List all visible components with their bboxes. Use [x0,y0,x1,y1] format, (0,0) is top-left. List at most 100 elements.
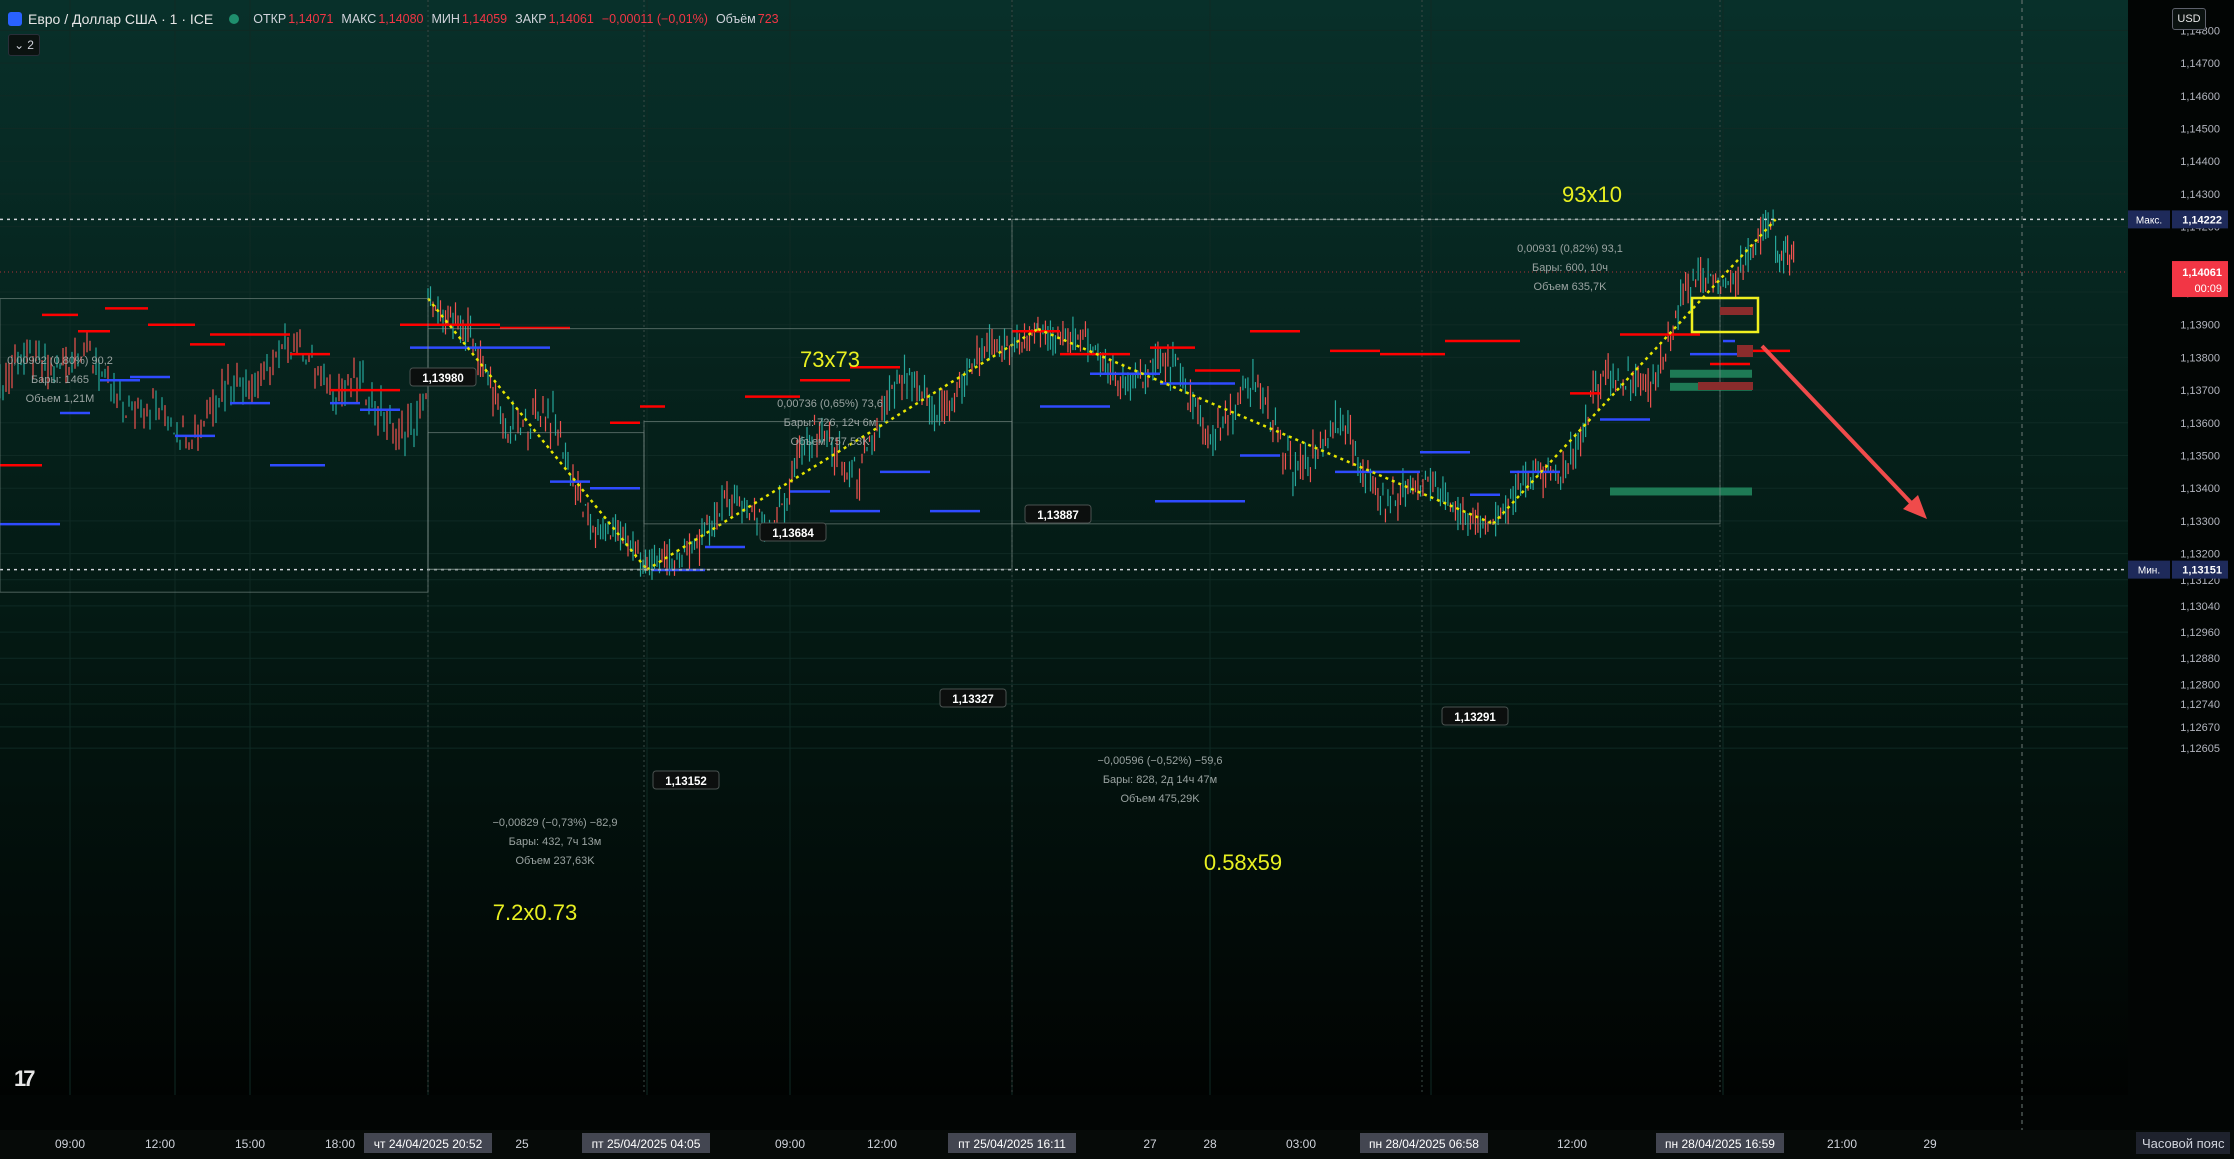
symbol-header: Евро / Доллар США · 1 · ICE ОТКР 1,14071… [8,6,787,32]
measurement-change: 0,00931 (0,82%) 93,1 [1517,243,1623,255]
price-tick-label: 1,14400 [2180,156,2220,168]
measurement-box [427,432,645,570]
price-tick-label: 1,13200 [2180,549,2220,561]
time-tick-label: 28 [1203,1137,1217,1151]
supply-zone [1737,345,1753,357]
ratio-annotation: 73x73 [800,347,860,372]
measurement-bars: Бары: 726, 12ч 6м [784,417,877,429]
time-highlight-label: пт 25/04/2025 04:05 [592,1137,701,1151]
zigzag-segment [1037,327,1494,525]
time-tick-label: 18:00 [325,1137,355,1151]
high-value: 1,14080 [378,12,424,26]
measurement-bars: Бары: 828, 2д 14ч 47м [1103,774,1217,786]
max-price-label-bg [2128,210,2170,229]
ratio-annotation: 93x10 [1562,182,1622,207]
price-tick-label: 1,13800 [2180,352,2220,364]
last-price-bg [2172,261,2228,298]
market-status-icon [229,14,240,24]
pivot-label: 1,13291 [1454,712,1496,724]
demand-zone [1610,487,1752,496]
downward-arrow [1760,344,1917,509]
time-tick-label: 29 [1923,1137,1937,1151]
high-label: МАКС [341,12,377,26]
pivot-label: 1,13887 [1037,510,1079,522]
currency-selector[interactable]: USD [2172,8,2206,30]
measurement-volume: Объем 1,21M [26,393,95,405]
time-tick-label: 03:00 [1286,1137,1316,1151]
price-tick-label: 1,12880 [2180,653,2220,665]
time-tick-label: 25 [515,1137,529,1151]
timezone-button[interactable]: Часовой пояс [2136,1132,2231,1154]
min-price-value-bg [2172,560,2228,579]
pivot-label-bg [1024,504,1092,524]
price-tick-label: 1,12740 [2180,699,2220,711]
time-highlight-bg [1360,1133,1488,1153]
collapse-indicators-button[interactable]: ⌄ 2 [8,34,40,56]
volume-value: 723 [757,12,779,26]
time-highlight-bg [582,1133,710,1153]
price-tick-label: 1,14600 [2180,91,2220,103]
pivot-label-bg [939,688,1007,708]
measurement-bars: Бары: 1465 [31,374,89,386]
price-tick-label: 1,13900 [2180,320,2220,332]
time-highlight-label: пн 28/04/2025 06:58 [1369,1137,1479,1151]
price-tick-label: 1,14300 [2180,189,2220,201]
time-tick-label: 12:00 [145,1137,175,1151]
close-value: 1,14061 [548,12,594,26]
time-highlight-bg [948,1133,1076,1153]
low-value: 1,14059 [461,12,508,26]
pivot-label: 1,13152 [665,776,707,788]
arrow-head-icon [1903,495,1927,519]
ratio-annotation: 0.58x59 [1204,850,1282,875]
ratio-annotation: 7.2x0.73 [493,900,577,925]
change-value: −0,00011 (−0,01%) [601,12,708,26]
time-tick-label: 09:00 [55,1137,85,1151]
min-price-label-bg [2128,560,2170,579]
measurement-change: −0,00596 (−0,52%) −59,6 [1097,755,1222,767]
measurement-volume: Объем 635,7K [1534,281,1608,293]
last-price-countdown: 00:09 [2194,283,2222,295]
price-tick-label: 1,13700 [2180,385,2220,397]
pivot-label-bg [1441,706,1509,726]
measurement-change: 0,00902 (0,80%) 90,2 [7,355,113,367]
zigzag-segment [427,297,648,571]
measurement-volume: Объем 757,53K [790,436,870,448]
demand-zone [1670,369,1752,378]
symbol-title[interactable]: Евро / Доллар США · 1 · ICE [28,11,214,27]
highlight-box [1690,296,1760,334]
time-highlight-label: пн 28/04/2025 16:59 [1665,1137,1775,1151]
pivot-label-bg [409,367,477,387]
max-price-value: 1,14222 [2182,214,2222,226]
price-tick-label: 1,13300 [2180,516,2220,528]
low-label: МИН [431,12,460,26]
supply-zone [1698,382,1753,390]
close-label: ЗАКР [515,12,547,26]
min-price-value: 1,13151 [2182,565,2222,577]
pivot-label: 1,13327 [952,694,994,706]
pivot-label-bg [759,522,827,542]
pivot-label: 1,13684 [772,528,814,540]
price-tick-label: 1,13500 [2180,451,2220,463]
measurement-volume: Объем 475,29K [1120,793,1200,805]
time-tick-label: 09:00 [775,1137,805,1151]
euro-flag-icon [8,12,22,26]
price-tick-label: 1,12605 [2180,743,2220,755]
overlays: 0,00902 (0,80%) 90,2 Бары: 1465 Объем 1,21… [0,182,2128,925]
time-tick-label: 21:00 [1827,1137,1857,1151]
price-tick-label: 1,13600 [2180,418,2220,430]
price-tick-label: 1,12960 [2180,627,2220,639]
time-tick-label: 15:00 [235,1137,265,1151]
plot-area[interactable] [0,0,2128,1095]
measurement-bars: Бары: 432, 7ч 13м [509,836,602,848]
volume-label: Объём [715,12,756,26]
tradingview-logo[interactable]: 17 [14,1066,36,1091]
pivot-label: 1,13980 [422,373,464,385]
open-value: 1,14071 [288,12,334,26]
price-tick-label: 1,14500 [2180,124,2220,136]
price-tick-label: 1,13040 [2180,601,2220,613]
indicator-count: 2 [27,38,34,52]
price-tick-label: 1,12800 [2180,679,2220,691]
price-tick-label: 1,13400 [2180,483,2220,495]
